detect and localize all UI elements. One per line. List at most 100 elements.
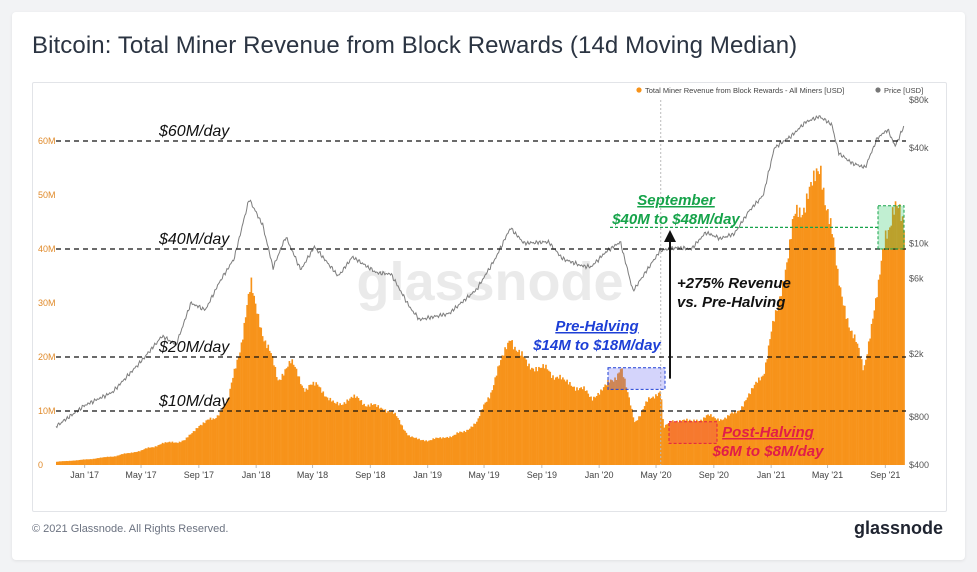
revenue-bar [102, 457, 105, 465]
revenue-bar [428, 440, 430, 465]
revenue-bar [321, 392, 323, 465]
revenue-bar [454, 434, 457, 465]
revenue-bar [645, 401, 647, 465]
x-tick-label: May '19 [468, 470, 499, 480]
revenue-bar [452, 435, 454, 465]
revenue-bar [880, 260, 883, 465]
revenue-bar [848, 327, 850, 465]
revenue-bar [803, 207, 805, 465]
revenue-bar [536, 371, 539, 465]
revenue-bar [108, 456, 110, 465]
revenue-bar [192, 431, 195, 465]
revenue-bar [488, 398, 491, 465]
revenue-bar [436, 437, 439, 465]
revenue-bar [652, 396, 654, 465]
revenue-bar [896, 205, 898, 466]
revenue-bar [753, 384, 756, 465]
revenue-bar [274, 366, 277, 465]
revenue-bar [461, 432, 464, 465]
revenue-bar [576, 387, 578, 465]
revenue-bar [136, 451, 139, 465]
revenue-bar [251, 293, 254, 465]
revenue-bar [722, 419, 725, 465]
revenue-bar [807, 198, 809, 465]
revenue-bar [794, 213, 797, 465]
revenue-bar [485, 401, 488, 465]
revenue-bar [282, 375, 285, 465]
revenue-bar [182, 440, 185, 465]
revenue-bar [77, 460, 79, 465]
revenue-bar [309, 384, 312, 465]
revenue-bar [359, 400, 361, 465]
revenue-bar [846, 318, 849, 465]
revenue-bar [555, 377, 557, 465]
revenue-bar [304, 391, 306, 465]
revenue-bar [81, 459, 84, 465]
revenue-bar [139, 451, 141, 465]
revenue-bar [710, 414, 712, 465]
revenue-bar [119, 454, 122, 465]
revenue-bar [374, 404, 377, 465]
revenue-bar [61, 461, 64, 465]
plot-frame [32, 82, 947, 512]
revenue-bar [667, 423, 670, 465]
revenue-bar [216, 415, 219, 465]
revenue-bar [622, 377, 625, 465]
revenue-bar [765, 362, 767, 465]
revenue-bar [204, 423, 206, 465]
revenue-bar [196, 428, 199, 465]
revenue-bar [426, 441, 429, 465]
revenue-bar [407, 435, 409, 465]
revenue-bar [865, 359, 867, 465]
revenue-bar [725, 418, 728, 465]
revenue-bar [550, 377, 553, 465]
revenue-bar [356, 396, 358, 465]
revenue-bar [273, 365, 275, 465]
revenue-bar [381, 408, 384, 465]
revenue-bar [796, 204, 798, 465]
revenue-bar [422, 439, 425, 465]
revenue-bar [629, 405, 632, 465]
revenue-bar [507, 342, 509, 465]
revenue-bar [700, 419, 702, 465]
revenue-bar [390, 412, 392, 465]
revenue-bar [608, 382, 611, 465]
revenue-bar [814, 181, 817, 466]
revenue-bar [828, 224, 831, 465]
revenue-bar [423, 441, 426, 465]
revenue-bar [337, 405, 340, 465]
revenue-bar [714, 418, 716, 465]
revenue-bar [318, 386, 320, 465]
revenue-bar [649, 398, 652, 465]
revenue-bar [67, 461, 69, 465]
revenue-bar [538, 366, 540, 465]
revenue-bar [879, 274, 881, 465]
revenue-bar [569, 382, 571, 465]
revenue-bar [683, 419, 685, 465]
revenue-bar [118, 455, 120, 465]
revenue-bar [522, 356, 525, 465]
revenue-bar [305, 388, 308, 465]
legend-price-label: Price [USD] [884, 86, 923, 95]
revenue-bar [805, 193, 808, 465]
revenue-bar [329, 397, 332, 465]
revenue-bar [735, 413, 738, 465]
revenue-bar [526, 366, 529, 465]
revenue-bar [349, 398, 351, 465]
revenue-bar [742, 406, 745, 465]
revenue-bar [319, 387, 322, 465]
revenue-bar [101, 457, 103, 465]
revenue-bar [113, 456, 116, 465]
revenue-bar [717, 418, 719, 465]
revenue-bar [577, 390, 580, 465]
revenue-bar [711, 417, 714, 465]
y-left-tick-label: 0 [38, 460, 43, 470]
y-left-tick-label: 40M [38, 244, 56, 254]
watermark-text: glassnode [356, 252, 623, 312]
revenue-bar [769, 339, 771, 465]
revenue-bar [726, 415, 729, 465]
revenue-bar [732, 413, 735, 465]
revenue-bar [801, 214, 804, 465]
revenue-bar [336, 401, 339, 465]
revenue-bar [261, 336, 264, 465]
